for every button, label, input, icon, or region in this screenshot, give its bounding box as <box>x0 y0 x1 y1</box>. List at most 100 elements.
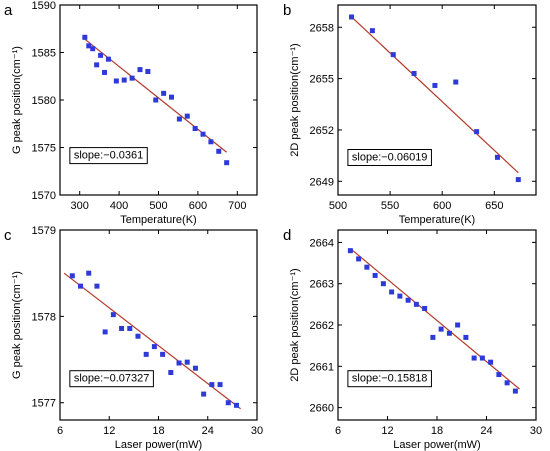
data-point-a <box>90 46 96 52</box>
data-point-b <box>474 129 480 135</box>
slope-annotation-b: slope:−0.06019 <box>352 152 428 164</box>
x-tick-label-b: 650 <box>485 200 503 212</box>
x-tick-label-a: 700 <box>228 200 246 212</box>
data-point-a <box>184 113 190 119</box>
data-point-d <box>463 334 469 340</box>
data-point-d <box>405 297 411 303</box>
data-point-a <box>216 148 222 154</box>
data-point-d <box>422 305 428 311</box>
data-point-a <box>129 75 135 81</box>
fit-line-b <box>351 16 519 174</box>
data-point-a <box>94 62 100 68</box>
data-point-a <box>102 69 108 75</box>
data-point-c <box>94 283 100 289</box>
data-point-a <box>86 43 92 49</box>
data-point-c <box>78 283 84 289</box>
data-point-a <box>137 67 143 73</box>
panel-label-d: d <box>283 227 291 244</box>
y-tick-label-d: 2660 <box>310 403 334 415</box>
data-point-d <box>364 264 370 270</box>
data-point-b <box>494 154 500 160</box>
data-point-a <box>153 97 159 103</box>
y-tick-label-a: 1570 <box>32 190 56 202</box>
data-point-c <box>192 365 198 371</box>
data-point-d <box>397 293 403 299</box>
data-point-b <box>390 52 396 58</box>
data-point-c <box>151 344 157 350</box>
slope-annotation-d: slope:−0.15818 <box>352 373 428 385</box>
x-tick-label-b: 600 <box>433 200 451 212</box>
data-point-c <box>201 391 207 397</box>
data-point-d <box>372 272 378 278</box>
data-point-b <box>432 82 438 88</box>
data-point-a <box>176 116 182 122</box>
y-tick-label-c: 1577 <box>32 398 56 410</box>
data-point-c <box>69 273 75 279</box>
data-point-a <box>145 69 151 74</box>
data-point-c <box>160 351 166 357</box>
data-point-c <box>209 382 215 388</box>
y-tick-label-c: 1578 <box>32 311 56 323</box>
axes-frame-a <box>59 4 258 196</box>
panel-label-b: b <box>283 2 291 19</box>
slope-annotation-a: slope:−0.0361 <box>74 150 143 162</box>
data-point-d <box>455 322 461 328</box>
x-tick-label-a: 600 <box>189 200 207 212</box>
data-point-a <box>113 78 119 84</box>
x-tick-label-a: 400 <box>110 200 128 212</box>
data-point-a <box>82 34 88 40</box>
slope-annotation-box-d <box>347 370 432 388</box>
data-point-a <box>208 139 214 145</box>
x-tick-label-d: 6 <box>335 425 341 437</box>
data-point-d <box>380 281 386 287</box>
data-point-c <box>217 382 223 388</box>
x-tick-label-d: 24 <box>480 425 492 437</box>
y-tick-label-c: 1579 <box>32 225 56 237</box>
x-tick-label-d: 30 <box>530 425 542 437</box>
data-point-d <box>512 388 518 394</box>
data-point-c <box>127 325 133 331</box>
x-tick-label-a: 500 <box>149 200 167 212</box>
x-tick-label-d: 18 <box>431 425 443 437</box>
data-point-a <box>98 52 104 58</box>
data-point-d <box>471 355 477 361</box>
axes-frame-b <box>337 4 537 196</box>
x-tick-label-d: 12 <box>381 425 393 437</box>
data-point-d <box>430 334 436 340</box>
slope-annotation-box-c <box>69 370 154 388</box>
x-tick-label-b: 550 <box>381 200 399 212</box>
data-point-c <box>233 402 239 408</box>
y-tick-label-d: 2661 <box>310 361 334 373</box>
y-tick-label-d: 2662 <box>310 320 334 332</box>
data-point-b <box>369 28 375 34</box>
data-point-a <box>105 56 111 62</box>
data-point-c <box>119 325 125 331</box>
y-axis-label-b: 2D peak position(cm⁻¹) <box>289 43 301 156</box>
data-point-d <box>356 256 362 262</box>
data-point-a <box>169 94 175 100</box>
data-point-c <box>135 333 141 339</box>
panel-c: c 6 12 18 24 30 1577 1578 1579 Laser power(mW) G p… <box>4 225 263 451</box>
x-tick-label-a: 300 <box>71 200 89 212</box>
fit-line-c <box>63 272 241 410</box>
fit-line-d <box>349 248 520 390</box>
data-point-d <box>479 355 485 361</box>
x-tick-label-c: 12 <box>103 425 115 437</box>
data-point-d <box>389 289 395 295</box>
data-point-d <box>413 301 419 307</box>
data-point-a <box>224 160 230 166</box>
x-axis-label-a: Temperature(K) <box>120 214 196 226</box>
data-point-b <box>411 70 417 76</box>
data-point-b <box>453 79 459 85</box>
data-point-d <box>347 248 353 254</box>
x-axis-label-b: Temperature(K) <box>399 214 475 226</box>
data-point-d <box>488 359 494 365</box>
y-axis-label-c: G peak position(cm⁻¹) <box>11 271 23 379</box>
data-point-c <box>143 351 149 357</box>
data-point-d <box>438 326 444 332</box>
y-tick-label-b: 2658 <box>310 22 334 34</box>
x-tick-label-c: 30 <box>251 425 263 437</box>
panel-label-c: c <box>4 227 12 244</box>
panel-a: a 300 400 500 600 700 1570 1575 1580 1585 1590 Temp… <box>4 0 258 226</box>
